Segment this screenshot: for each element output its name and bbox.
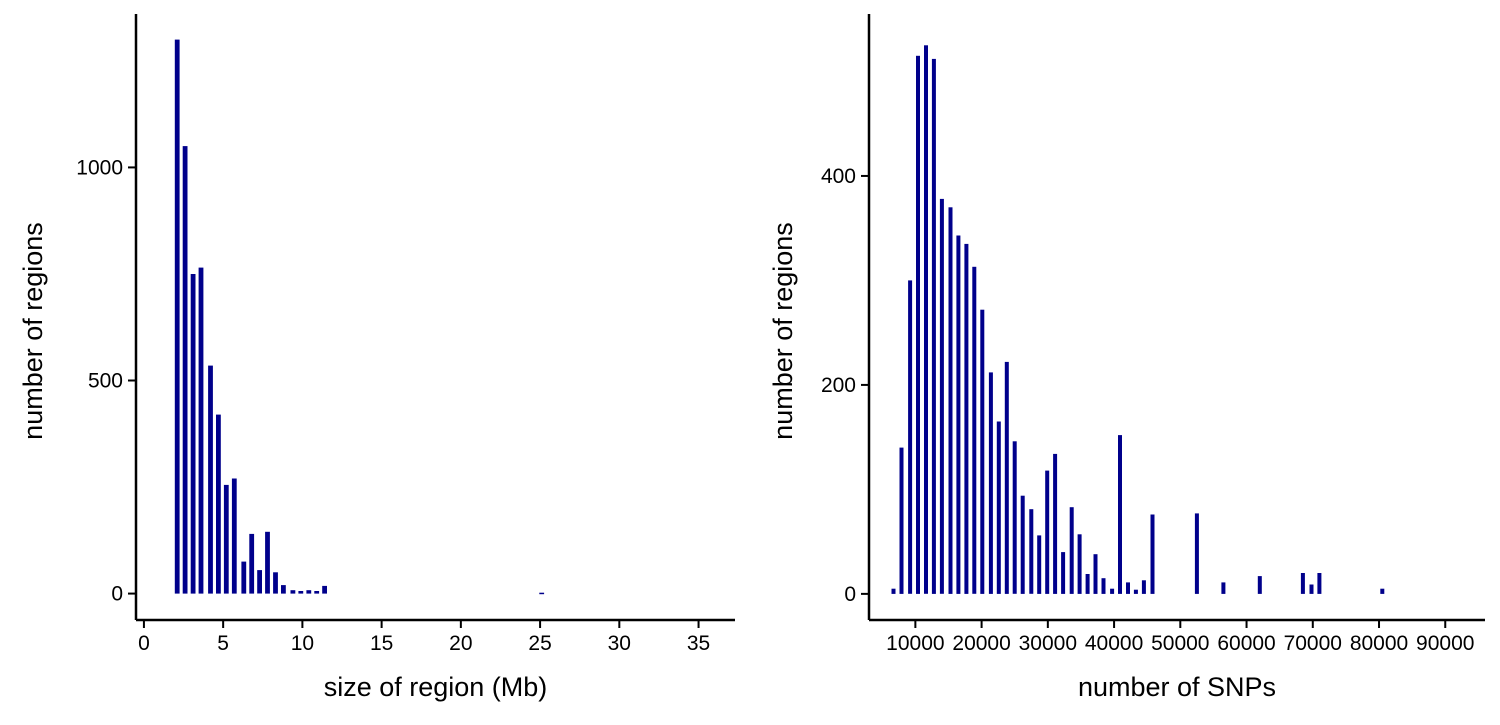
panel1-bar	[208, 365, 213, 594]
panel2-bar	[931, 58, 936, 594]
panel1-x-tick-label: 5	[217, 632, 229, 655]
panel2-bar	[964, 243, 969, 594]
panel1-y-tick-label: 500	[88, 369, 123, 392]
panel1-y-axis-title: number of regions	[18, 222, 48, 440]
panel2-bar	[1053, 453, 1058, 594]
panel1-bar	[281, 585, 286, 594]
panel2-x-tick-label: 10000	[886, 632, 944, 655]
panel2-bar	[1194, 513, 1199, 594]
panel1-bar	[322, 585, 327, 594]
panel1-x-tick-label: 15	[370, 632, 393, 655]
panel2-bar	[1141, 580, 1146, 594]
panel2-x-tick-label: 30000	[1019, 632, 1077, 655]
panel2-bar	[1317, 573, 1322, 594]
panel2-bar	[1101, 578, 1106, 594]
panel1-x-tick-label: 25	[528, 632, 551, 655]
panel1-bar	[273, 572, 278, 594]
panel2-bar	[1037, 535, 1042, 594]
panel1-bar	[306, 590, 312, 594]
panel1-x-tick-label: 10	[291, 632, 314, 655]
panel2-bar	[1093, 554, 1098, 594]
panel2-x-tick-label: 60000	[1217, 632, 1275, 655]
panel1-bar	[539, 592, 545, 595]
panel1-bar	[198, 267, 204, 594]
panel2-y-tick-label: 200	[821, 374, 856, 397]
panel2-bar	[1077, 534, 1082, 594]
panel1-bar	[265, 531, 270, 594]
panel2-bar	[1085, 574, 1090, 594]
panel2-bar	[899, 447, 904, 594]
panel2-bar	[939, 198, 944, 594]
panel1-x-tick-label: 0	[138, 632, 150, 655]
panel1-x-tick-label: 30	[608, 632, 631, 655]
panel2-x-tick-label: 50000	[1151, 632, 1209, 655]
panel1-x-tick-label: 35	[687, 632, 710, 655]
panel1-x-tick-label: 20	[449, 632, 472, 655]
panel1-y-tick-label: 0	[111, 583, 123, 606]
panel2-bar	[1061, 552, 1066, 594]
panel2-bar	[1221, 582, 1226, 594]
panel2-bar	[1126, 582, 1130, 594]
panel1-bar	[249, 533, 255, 594]
panel2-bar	[1020, 495, 1025, 594]
panel1-bar	[190, 274, 196, 594]
panel1-bar	[174, 39, 180, 594]
panel2-bar	[972, 266, 977, 594]
panel2-x-tick-label: 70000	[1284, 632, 1342, 655]
panel2-bar	[1257, 576, 1262, 594]
panel1-bar	[231, 478, 237, 594]
panel1-bar	[223, 484, 229, 594]
panel1-bar	[182, 146, 188, 594]
panel1-x-axis-title: size of region (Mb)	[324, 672, 548, 702]
panel2-bar	[1309, 584, 1314, 594]
panel2-bar	[1380, 588, 1385, 594]
panel1-bar	[241, 561, 247, 594]
panel2-x-tick-label: 20000	[952, 632, 1010, 655]
panel2-bar	[916, 55, 920, 594]
panel2-bar	[1004, 361, 1009, 594]
panel2-y-axis-title: number of regions	[768, 222, 798, 440]
panel2-bar	[988, 372, 993, 594]
panel2-bar	[948, 207, 953, 594]
panel2-y-tick-label: 400	[821, 165, 856, 188]
panel2-bar	[1300, 573, 1305, 594]
panel2-x-tick-label: 40000	[1085, 632, 1143, 655]
panel1-bar	[314, 591, 320, 594]
panel2-bar	[908, 280, 913, 594]
panel2-bar	[924, 45, 928, 594]
panel2-bar	[996, 421, 1001, 594]
panel2-bar	[1045, 470, 1050, 594]
panel2-y-tick-label: 0	[844, 583, 856, 606]
panel2-x-tick-label: 90000	[1416, 632, 1474, 655]
panel1-y-tick-label: 1000	[76, 156, 123, 179]
panel2-bar	[891, 588, 896, 594]
panel1-bar	[216, 414, 221, 594]
panel2-bar	[1133, 589, 1138, 594]
panel1-bar	[257, 570, 262, 594]
panel2-x-tick-label: 80000	[1350, 632, 1408, 655]
panel2-bar	[1110, 588, 1115, 594]
panel2-bar	[1012, 441, 1017, 594]
panel2-bar	[1029, 509, 1034, 594]
panel1-bar	[298, 591, 304, 594]
panel2-x-axis-title: number of SNPs	[1078, 672, 1276, 702]
panel2-bar	[1150, 514, 1155, 594]
panel2-bar	[956, 235, 961, 594]
panel1-bar	[290, 590, 296, 594]
panel2-bar	[980, 309, 985, 594]
panel2-bar	[1069, 507, 1074, 594]
panel2-bar	[1118, 435, 1122, 594]
